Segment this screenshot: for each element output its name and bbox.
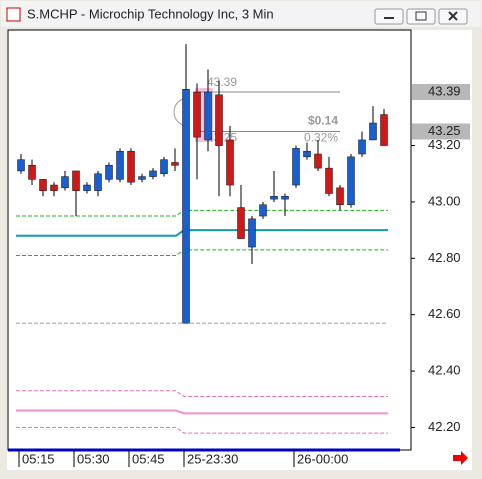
- app-icon: [6, 7, 21, 22]
- candle-body: [28, 165, 36, 180]
- maximize-button[interactable]: [406, 8, 436, 25]
- price-marker-label: 43.25: [428, 123, 461, 138]
- x-tick-label: 05:45: [132, 451, 165, 466]
- minimize-button[interactable]: [374, 8, 404, 25]
- candle-body: [325, 167, 333, 194]
- candle-body: [83, 184, 91, 191]
- price-marker: [412, 84, 470, 101]
- candle-body: [281, 196, 289, 200]
- measure-change: $0.14: [308, 114, 338, 128]
- candle-body: [226, 139, 234, 186]
- level-line: [16, 409, 388, 415]
- candle-body: [50, 184, 58, 191]
- candle-body: [193, 91, 201, 138]
- y-tick-label: 43.20: [428, 137, 461, 152]
- candle-body: [94, 173, 102, 191]
- candle-body: [314, 153, 322, 169]
- candle-body: [270, 196, 278, 200]
- maximize-icon: [415, 11, 427, 21]
- candle-body: [127, 150, 135, 183]
- candle-body: [61, 176, 69, 189]
- x-tick-label: 05:15: [22, 451, 55, 466]
- candle-body: [171, 162, 179, 166]
- candle-body: [369, 122, 377, 141]
- measure-label: 43.39: [207, 75, 237, 89]
- candle-body: [182, 88, 190, 324]
- candle-body: [72, 170, 80, 191]
- y-tick-label: 42.80: [428, 250, 461, 265]
- candle-body: [116, 150, 124, 180]
- candle-body: [248, 218, 256, 248]
- level-line: [16, 426, 388, 434]
- candle-body: [204, 91, 212, 141]
- candle-body: [149, 170, 157, 177]
- candle-body: [336, 187, 344, 206]
- level-line: [16, 390, 388, 397]
- scroll-arrow[interactable]: [453, 451, 468, 465]
- y-tick-label: 42.20: [428, 419, 461, 434]
- candle-body: [358, 139, 366, 155]
- price-marker: [412, 123, 470, 140]
- candle-body: [380, 114, 388, 146]
- x-tick-label: 05:30: [77, 451, 110, 466]
- price-marker-label: 43.39: [428, 83, 461, 98]
- window-title: S.MCHP - Microchip Technology Inc, 3 Min: [27, 6, 274, 21]
- candle-body: [105, 165, 113, 180]
- candle-body: [39, 179, 47, 191]
- x-tick-label: 25-23:30: [187, 451, 238, 466]
- measure-percent: 0.32%: [304, 131, 338, 145]
- candle-body: [292, 148, 300, 186]
- y-tick-label: 43.00: [428, 193, 461, 208]
- level-line: [16, 249, 388, 257]
- candle-body: [215, 94, 223, 146]
- x-tick-label: 26-00:00: [297, 451, 348, 466]
- close-icon: [448, 11, 458, 21]
- level-line: [16, 209, 388, 217]
- candle-body: [237, 207, 245, 239]
- candle-body: [17, 159, 25, 172]
- y-tick-label: 42.40: [428, 363, 461, 378]
- level-line: [16, 229, 388, 237]
- candle-body: [303, 150, 311, 158]
- y-tick-label: 42.60: [428, 306, 461, 321]
- candle-body: [160, 159, 168, 175]
- candle-body: [259, 204, 267, 217]
- candle-body: [138, 176, 146, 180]
- candle-body: [347, 156, 355, 206]
